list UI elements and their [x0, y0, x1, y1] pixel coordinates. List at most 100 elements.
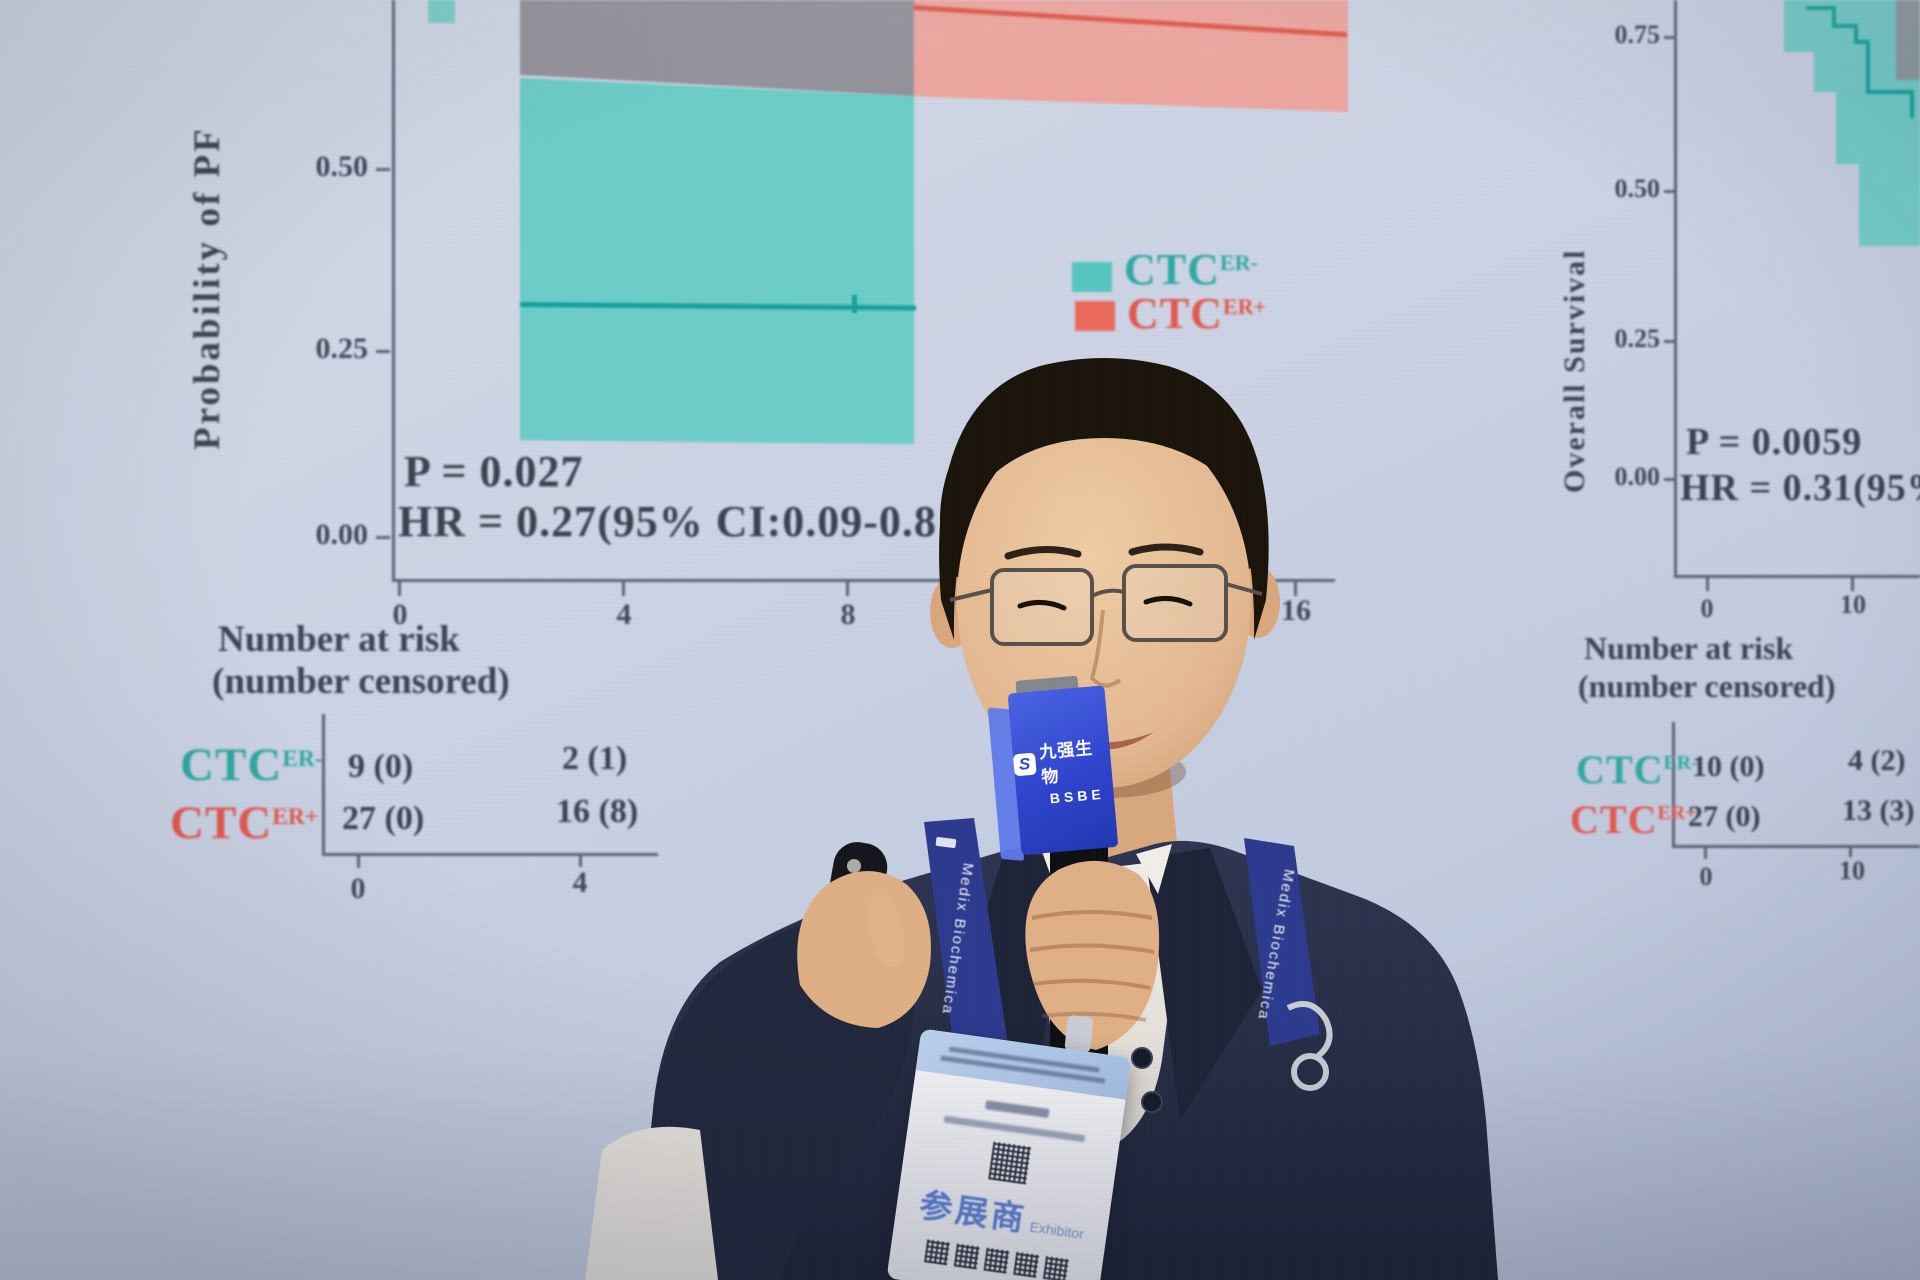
- right-risk-axis: [1672, 845, 1920, 848]
- right-x-axis: [1674, 575, 1920, 578]
- badge-role-en: Exhibitor: [1028, 1218, 1085, 1242]
- risk-ctc-text: CTC: [1570, 797, 1658, 842]
- left-hr-value: HR = 0.27(95% CI:0.09-0.8: [398, 497, 937, 546]
- presenter-eye: [1143, 596, 1193, 607]
- presenter-nose: [1089, 609, 1122, 688]
- right-risk-val: 4 (2): [1848, 744, 1906, 777]
- legend-swatch-red: [1075, 301, 1115, 331]
- right-risk-row-label-er-minus: CTCER-: [1576, 746, 1698, 793]
- right-y-tick-0.50: 0.50: [1614, 174, 1661, 203]
- badge-company-blur: [943, 1115, 1086, 1143]
- right-risk-val: 27 (0): [1688, 800, 1761, 833]
- lanyard-strap-left: [924, 818, 1010, 1066]
- lanyard-hook-ring: [1291, 1053, 1329, 1091]
- risk-ctc-sup: ER+: [272, 804, 319, 830]
- left-y-tick-0.25: 0.25: [315, 332, 369, 365]
- finger-crease: [1031, 910, 1153, 920]
- mic-flag-front-face: S 九强生物 BSBE: [1007, 685, 1119, 856]
- finger-crease: [1041, 1011, 1147, 1022]
- presenter-hair-front: [939, 358, 1269, 640]
- risk-ctc-text: CTC: [170, 797, 273, 849]
- glasses-bridge: [1091, 588, 1125, 598]
- badge-mini-qr: [923, 1239, 950, 1266]
- left-x-tickmark: [1294, 582, 1297, 596]
- presenter-left-hand: [1025, 860, 1160, 1050]
- risk-ctc-text: CTC: [180, 739, 283, 791]
- attendee-badge: 参展商 Exhibitor: [886, 1028, 1132, 1280]
- left-x-tickmark: [622, 582, 625, 596]
- right-km-step: [1832, 6, 1836, 28]
- right-risk-tick-10: 10: [1839, 856, 1865, 885]
- legend-swatch-teal: [1072, 262, 1112, 292]
- right-hr-value: HR = 0.31(95%: [1680, 467, 1920, 509]
- suit-lapel-right: [1146, 848, 1262, 1120]
- left-y-tick-0.50: 0.50: [315, 150, 369, 183]
- left-risk-val: 9 (0): [348, 748, 414, 785]
- mic-flag: S 九强生物 BSBE: [987, 675, 1122, 869]
- shirt-collar: [1136, 844, 1172, 894]
- right-km-step: [1910, 90, 1914, 118]
- left-p-value: P = 0.027: [404, 447, 584, 496]
- mic-flag-company-cn: 九强生物: [1038, 738, 1094, 787]
- badge-clip: [1064, 1015, 1094, 1053]
- right-y-tick-0.75: 0.75: [1614, 20, 1661, 49]
- right-overlap-gray: [1896, 0, 1920, 80]
- mic-flag-company-en: BSBE: [1049, 785, 1106, 806]
- right-y-tickmark: [1664, 36, 1675, 39]
- sleeve-button: [1141, 1091, 1163, 1113]
- left-risk-val: 27 (0): [342, 800, 425, 837]
- right-km-step: [1806, 6, 1836, 10]
- risk-ctc-sup: ER-: [282, 746, 323, 772]
- left-x-tick-8: 8: [840, 598, 856, 631]
- left-risk-val: 16 (8): [556, 793, 639, 830]
- right-km-step: [1866, 90, 1914, 94]
- right-x-tick-10: 10: [1840, 590, 1866, 619]
- presenter-right-hand: [797, 871, 931, 1028]
- left-risk-header-1: Number at risk: [218, 619, 460, 660]
- censor-mark: [852, 295, 857, 313]
- right-p-value: P = 0.0059: [1686, 421, 1863, 463]
- legend-ctc-text: CTC: [1127, 289, 1223, 338]
- clicker-led: [847, 859, 861, 873]
- glasses-lens-left: [990, 568, 1094, 646]
- right-x-tick-0: 0: [1700, 594, 1714, 623]
- shirt-cuff: [585, 1126, 718, 1280]
- right-risk-val: 13 (3): [1842, 794, 1915, 827]
- right-x-tickmark: [1706, 578, 1709, 591]
- badge-mini-qr: [982, 1247, 1009, 1274]
- legend-ctc-sup: ER+: [1222, 294, 1267, 319]
- left-y-tickmark: [376, 536, 390, 539]
- left-x-tickmark: [846, 582, 849, 596]
- right-km-step: [1832, 24, 1858, 28]
- badge-qr-code: [988, 1141, 1032, 1185]
- left-risk-val: 2 (1): [562, 740, 628, 777]
- right-x-tickmark: [1851, 578, 1854, 591]
- left-risk-bracket: [322, 714, 325, 856]
- left-risk-tick-4: 4: [572, 866, 588, 899]
- bsbe-logo-icon: S: [1012, 752, 1037, 776]
- finger-crease: [1033, 978, 1151, 990]
- right-y-tickmark: [1664, 340, 1675, 343]
- left-risk-axis: [322, 853, 658, 856]
- badge-mini-qr: [1012, 1251, 1039, 1278]
- right-risk-tick-0: 0: [1699, 862, 1713, 891]
- left-y-tick-0.00: 0.00: [315, 518, 369, 551]
- sleeve-button: [1131, 1047, 1153, 1069]
- lanyard-logo-mark: [935, 837, 957, 848]
- badge-name-blur: [984, 1100, 1050, 1118]
- right-km-step: [1866, 40, 1870, 94]
- right-km-step: [1854, 40, 1870, 44]
- right-y-tickmark: [1664, 478, 1675, 481]
- lanyard-strap-right: [1244, 838, 1320, 1046]
- left-risk-tickmark: [357, 856, 360, 868]
- badge-role-cn: 参展商: [917, 1186, 1030, 1238]
- badge-mini-qr: [953, 1243, 980, 1270]
- right-risk-row-label-er-plus: CTCER+: [1570, 796, 1697, 843]
- right-risk-header-2: (number censored): [1578, 668, 1836, 704]
- teal-ci-band: [520, 77, 914, 444]
- right-y-tick-0.25: 0.25: [1614, 324, 1661, 353]
- left-risk-row-label-er-plus: CTCER+: [170, 796, 318, 850]
- right-risk-bracket: [1672, 722, 1675, 848]
- glasses-temple: [1225, 582, 1263, 596]
